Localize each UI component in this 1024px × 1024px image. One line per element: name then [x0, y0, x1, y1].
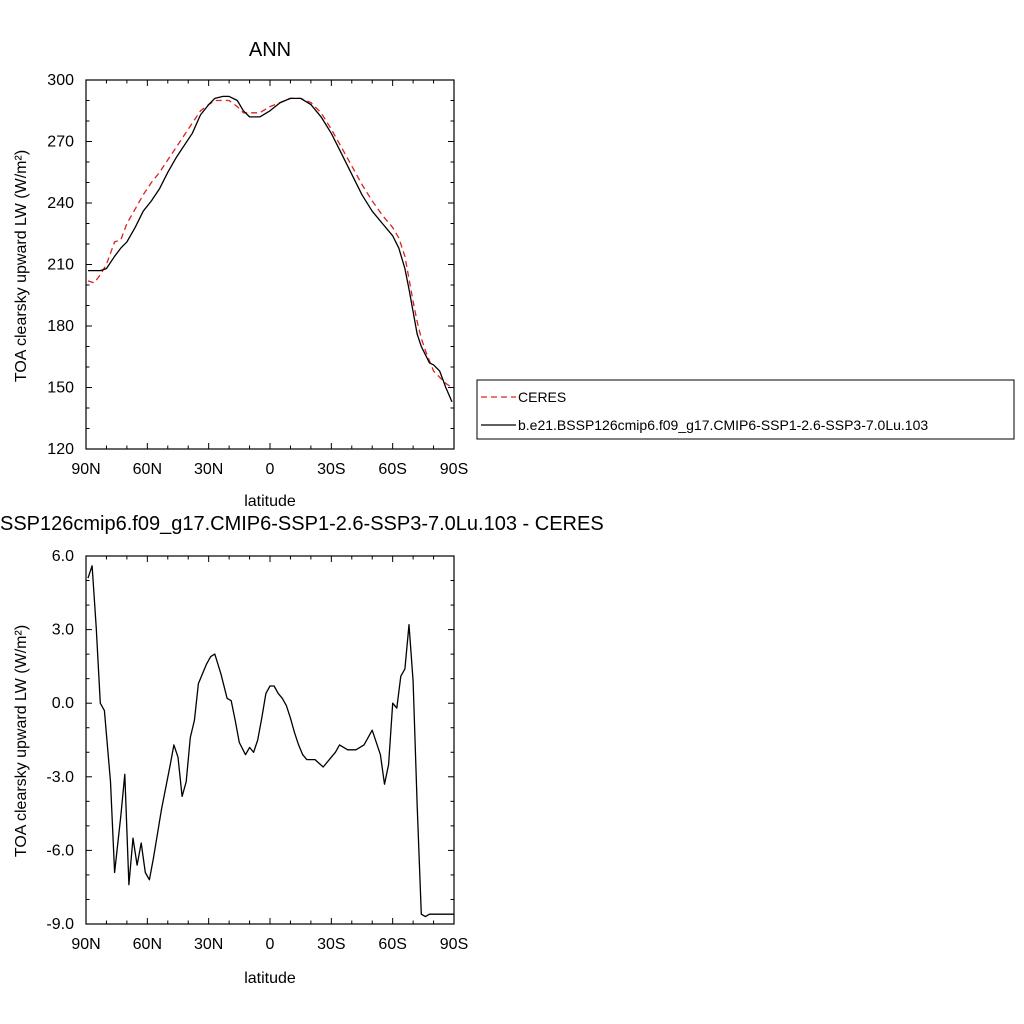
x-tick-label: 30S — [317, 936, 345, 953]
y-tick-label: 150 — [47, 380, 74, 397]
y-tick-label: 300 — [47, 72, 74, 89]
x-tick-label: 60N — [133, 461, 162, 478]
y-tick-label: 270 — [47, 134, 74, 151]
x-tick-label: 60N — [133, 936, 162, 953]
y-tick-label: -9.0 — [46, 916, 74, 933]
legend-box — [476, 379, 1015, 440]
series-line-ceres — [87, 97, 453, 389]
series-lines — [87, 95, 453, 403]
x-axis-label: latitude — [244, 970, 296, 987]
y-tick-label: 180 — [47, 318, 74, 335]
y-tick-label: 210 — [47, 257, 74, 274]
y-axis-label: TOA clearsky upward LW (W/m²) — [13, 150, 30, 382]
y-tick-label: 6.0 — [52, 548, 74, 565]
x-tick-label: 90S — [440, 461, 468, 478]
x-axis-label: latitude — [244, 493, 296, 510]
x-tick-label: 0 — [266, 936, 275, 953]
y-tick-label: 3.0 — [52, 622, 74, 639]
plot-frame — [85, 555, 455, 925]
panel-title: ANN — [249, 39, 291, 61]
series-line-difference-0 — [87, 565, 454, 918]
legend-label-ceres: CERES — [518, 389, 566, 405]
y-tick-label: 0.0 — [52, 695, 74, 712]
axis-ticks: 90N 60N 30N 0 30S 60S 90S 120 150 180 210 240 270 300 — [47, 72, 468, 478]
x-tick-label: 60S — [378, 461, 406, 478]
y-axis-label: TOA clearsky upward LW (W/m²) — [13, 625, 30, 857]
plot-frame — [85, 79, 455, 450]
x-tick-label: 90S — [440, 936, 468, 953]
series-lines — [87, 565, 454, 918]
legend-label-model: b.e21.BSSP126cmip6.f09_g17.CMIP6-SSP1-2.… — [518, 417, 928, 433]
y-tick-label: -3.0 — [46, 769, 74, 786]
series-line-b-e21-bssp126cmip6-f09-g17-cmip6-ssp1-2-6-ssp3-7-0lu-103 — [88, 95, 453, 403]
y-tick-label: -6.0 — [46, 842, 74, 859]
x-tick-label: 30N — [194, 461, 223, 478]
mean-profile-panel: ANN TOA clearsky upward LW (W/m²) latitu… — [13, 39, 468, 510]
axis-ticks: 90N 60N 30N 0 30S 60S 90S -9.0 -6.0 -3.0 0.0 3.0 6.0 — [46, 548, 468, 953]
legend: CERES b.e21.BSSP126cmip6.f09_g17.CMIP6-S… — [476, 379, 1015, 440]
x-tick-label: 90N — [71, 461, 100, 478]
x-tick-label: 0 — [266, 461, 275, 478]
x-tick-label: 30S — [317, 461, 345, 478]
y-tick-label: 120 — [47, 441, 74, 458]
difference-panel: SSP126cmip6.f09_g17.CMIP6-SSP1-2.6-SSP3-… — [0, 513, 604, 987]
panel-title: SSP126cmip6.f09_g17.CMIP6-SSP1-2.6-SSP3-… — [0, 513, 604, 535]
x-tick-label: 30N — [194, 936, 223, 953]
x-tick-label: 90N — [71, 936, 100, 953]
x-tick-label: 60S — [378, 936, 406, 953]
y-tick-label: 240 — [47, 195, 74, 212]
